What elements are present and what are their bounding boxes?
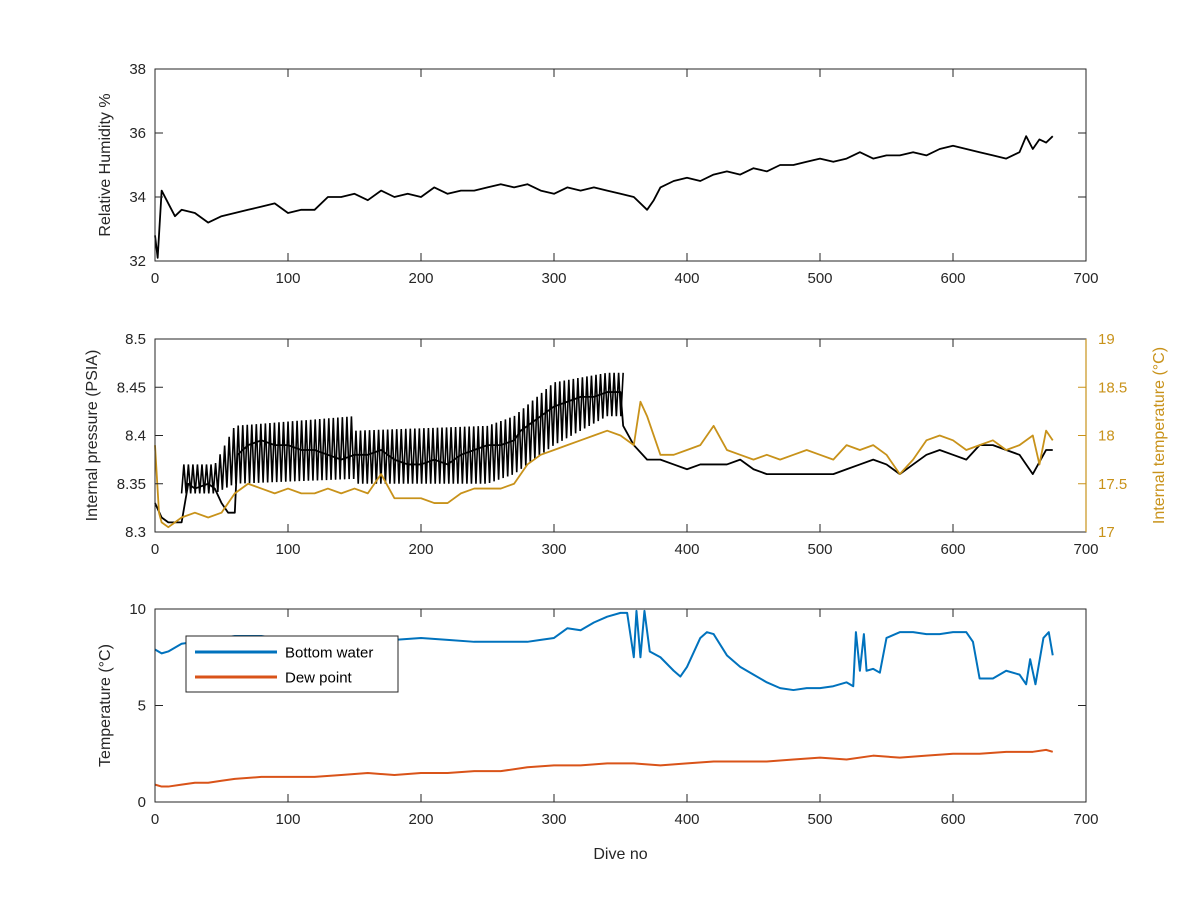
temperature-y-tick-label: 5 (138, 698, 146, 715)
humidity-y-tick-label: 32 (129, 253, 146, 270)
humidity-x-tick-label: 700 (1073, 270, 1098, 287)
humidity-x-tick-label: 0 (151, 270, 159, 287)
temperature-x-tick-label: 0 (151, 811, 159, 828)
pressure-x-tick-label: 700 (1073, 541, 1098, 558)
humidity-y-tick-label: 36 (129, 125, 146, 142)
pressure-y2-tick-label: 17.5 (1098, 476, 1127, 493)
temperature-x-tick-label: 600 (940, 811, 965, 828)
humidity-axes-box (154, 68, 1087, 262)
humidity-x-tick-label: 100 (275, 270, 300, 287)
temperature-y-axis-label: Temperature (°C) (97, 644, 114, 767)
pressure-x-tick-label: 200 (408, 541, 433, 558)
humidity-y-axis-label: Relative Humidity % (97, 93, 114, 236)
temperature-panel: 0 100 200 300 400 500 600 700 0 5 10 Temperature (… (97, 601, 1099, 863)
temperature-x-tick-label: 500 (807, 811, 832, 828)
pressure-x-tick-label: 300 (541, 541, 566, 558)
pressure-y2-tick-label: 19 (1098, 331, 1115, 348)
humidity-x-tick-label: 600 (940, 270, 965, 287)
humidity-x-tick-label: 300 (541, 270, 566, 287)
pressure-y2-tick-label: 17 (1098, 524, 1115, 541)
temperature-x-tick-label: 300 (541, 811, 566, 828)
humidity-series-layer (154, 135, 1054, 259)
pressure-y2-tick-label: 18 (1098, 428, 1115, 445)
humidity-x-tick-label: 400 (674, 270, 699, 287)
pressure-y-tick-label: 8.35 (117, 476, 146, 493)
pressure-series-layer (154, 372, 1054, 529)
legend-label-dew-point: Dew point (285, 670, 353, 687)
legend-box (185, 635, 399, 693)
pressure-y-tick-label: 8.5 (125, 331, 146, 348)
temperature-x-tick-label: 700 (1073, 811, 1098, 828)
legend: Bottom water Dew point (185, 635, 399, 693)
temperature-x-tick-label: 200 (408, 811, 433, 828)
temperature-x-tick-label: 400 (674, 811, 699, 828)
pressure-y2-tick-label: 18.5 (1098, 379, 1127, 396)
x-axis-label: Dive no (593, 846, 647, 863)
pressure-ticks: 0 100 200 300 400 500 600 700 8.3 8.35 8.4 8.45 8.5 1… (117, 331, 1127, 558)
humidity-ticks: 0 100 200 300 400 500 600 700 32 34 36 38 (129, 61, 1098, 287)
pressure-y-axis-label: Internal pressure (PSIA) (84, 350, 101, 522)
temperature-axes-box (154, 608, 1087, 803)
pressure-series-band (180, 372, 624, 494)
pressure-y-tick-label: 8.45 (117, 379, 146, 396)
pressure-series-2-line (154, 400, 1054, 529)
humidity-plot-area (155, 69, 1086, 261)
temperature-x-tick-label: 100 (275, 811, 300, 828)
temperature-y2-axis-label: Internal temperature (°C) (1151, 347, 1168, 524)
pressure-x-tick-label: 0 (151, 541, 159, 558)
humidity-panel: 0 100 200 300 400 500 600 700 32 34 36 38 Relative … (97, 61, 1099, 287)
pressure-x-tick-label: 600 (940, 541, 965, 558)
pressure-y-tick-label: 8.4 (125, 428, 146, 445)
pressure-temperature-panel: 0 100 200 300 400 500 600 700 8.3 8.35 8.4 8.45 8.5 1… (84, 331, 1168, 558)
temperature-y-tick-label: 0 (138, 794, 146, 811)
pressure-x-tick-label: 500 (807, 541, 832, 558)
pressure-x-tick-label: 100 (275, 541, 300, 558)
humidity-series-0-line (154, 135, 1054, 259)
humidity-y-tick-label: 38 (129, 61, 146, 78)
legend-label-bottom-water: Bottom water (285, 645, 373, 662)
temperature-dew-point-line (154, 748, 1054, 788)
humidity-y-tick-label: 34 (129, 189, 146, 206)
humidity-x-tick-label: 200 (408, 270, 433, 287)
humidity-x-tick-label: 500 (807, 270, 832, 287)
pressure-y-tick-label: 8.3 (125, 524, 146, 541)
temperature-y-tick-label: 10 (129, 601, 146, 618)
pressure-x-tick-label: 400 (674, 541, 699, 558)
